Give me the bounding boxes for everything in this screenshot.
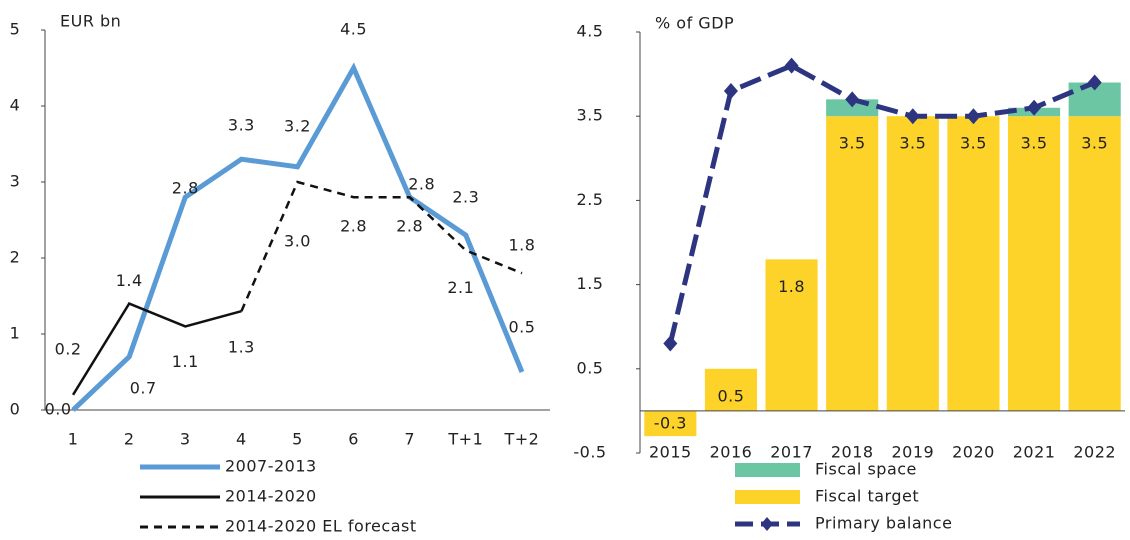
value-label: 0.0 [45, 400, 72, 419]
value-label: 2.8 [396, 217, 423, 236]
x-tick-label: 5 [292, 430, 303, 449]
value-label: 0.5 [508, 318, 535, 337]
x-tick-label: 2019 [891, 443, 934, 462]
x-tick-label: T+2 [504, 430, 540, 449]
line [71, 62, 525, 412]
bar [765, 259, 818, 411]
value-label: -0.3 [654, 414, 687, 433]
legend-marker [761, 517, 773, 531]
y-axis-title: % of GDP [655, 14, 734, 33]
y-tick-label: 2 [10, 248, 21, 267]
legend-swatch [735, 463, 800, 477]
legend-swatch [735, 490, 800, 504]
marker [784, 57, 799, 74]
x-tick-label: 3 [180, 430, 191, 449]
value-label: 2.8 [408, 175, 435, 194]
value-label: 2.1 [447, 278, 474, 297]
value-label: 3.3 [228, 116, 255, 135]
bar [704, 368, 758, 411]
x-tick-label: 2020 [952, 443, 995, 462]
y-tick-label: 4.5 [577, 22, 604, 41]
x-tick-label: 2018 [831, 443, 874, 462]
y-tick-label: 3 [10, 172, 21, 191]
value-label: 0.7 [130, 378, 157, 397]
value-label: 3.5 [1021, 134, 1048, 153]
bar [826, 116, 879, 411]
value-label: 3.5 [960, 134, 987, 153]
legend-label: 2007-2013 [225, 457, 317, 476]
bar [1068, 116, 1121, 411]
y-tick-label: 1 [10, 324, 21, 343]
marker [723, 82, 738, 99]
value-label: 2.3 [452, 188, 479, 207]
value-label: 3.5 [1081, 134, 1108, 153]
y-tick-label: 0 [10, 400, 21, 419]
legend-label: Primary balance [815, 514, 952, 533]
x-tick-label: 2021 [1013, 443, 1056, 462]
marker [905, 108, 920, 125]
y-axis-title: EUR bn [60, 12, 121, 31]
x-tick-label: 6 [348, 430, 359, 449]
marker [1027, 99, 1042, 116]
marker [966, 108, 981, 125]
x-tick-label: 7 [404, 430, 415, 449]
y-tick-label: -0.5 [573, 443, 606, 462]
value-label: 1.3 [228, 338, 255, 357]
value-label: 4.5 [340, 20, 367, 39]
value-label: 1.8 [778, 277, 805, 296]
value-label: 3.0 [284, 232, 311, 251]
marker [1087, 74, 1102, 91]
y-tick-label: 1.5 [577, 274, 604, 293]
line [71, 302, 242, 396]
x-tick-label: 4 [236, 430, 247, 449]
x-tick-label: T+1 [447, 430, 483, 449]
value-label: 2.8 [172, 179, 199, 198]
y-tick-label: 3.5 [577, 106, 604, 125]
bar [1007, 116, 1061, 411]
legend-label: Fiscal target [815, 487, 919, 506]
y-tick-label: 4 [10, 96, 21, 115]
value-label: 3.2 [284, 116, 311, 135]
x-tick-label: 2015 [649, 443, 692, 462]
value-label: 0.5 [717, 386, 744, 405]
marker [845, 91, 860, 108]
value-label: 3.5 [899, 134, 926, 153]
line [667, 62, 1096, 345]
legend-label: Fiscal space [815, 460, 917, 479]
value-label: 1.8 [508, 236, 535, 255]
x-tick-label: 2017 [770, 443, 813, 462]
legend-label: 2014-2020 [225, 487, 317, 506]
bar [644, 410, 697, 437]
x-tick-label: 2016 [710, 443, 753, 462]
line [240, 180, 523, 312]
legend-label: 2014-2020 EL forecast [225, 517, 417, 536]
bar [886, 116, 939, 411]
x-tick-label: 2 [124, 430, 135, 449]
marker [663, 335, 678, 352]
value-label: 0.2 [55, 339, 82, 358]
x-tick-label: 2022 [1073, 443, 1116, 462]
y-tick-label: 5 [10, 20, 21, 39]
value-label: 2.8 [340, 217, 367, 236]
bar [947, 116, 1000, 411]
value-label: 1.4 [116, 271, 143, 290]
value-label: 3.5 [839, 134, 866, 153]
value-label: 1.1 [172, 352, 199, 371]
x-tick-label: 1 [68, 430, 79, 449]
y-tick-label: 0.5 [577, 358, 604, 377]
y-tick-label: 2.5 [577, 190, 604, 209]
